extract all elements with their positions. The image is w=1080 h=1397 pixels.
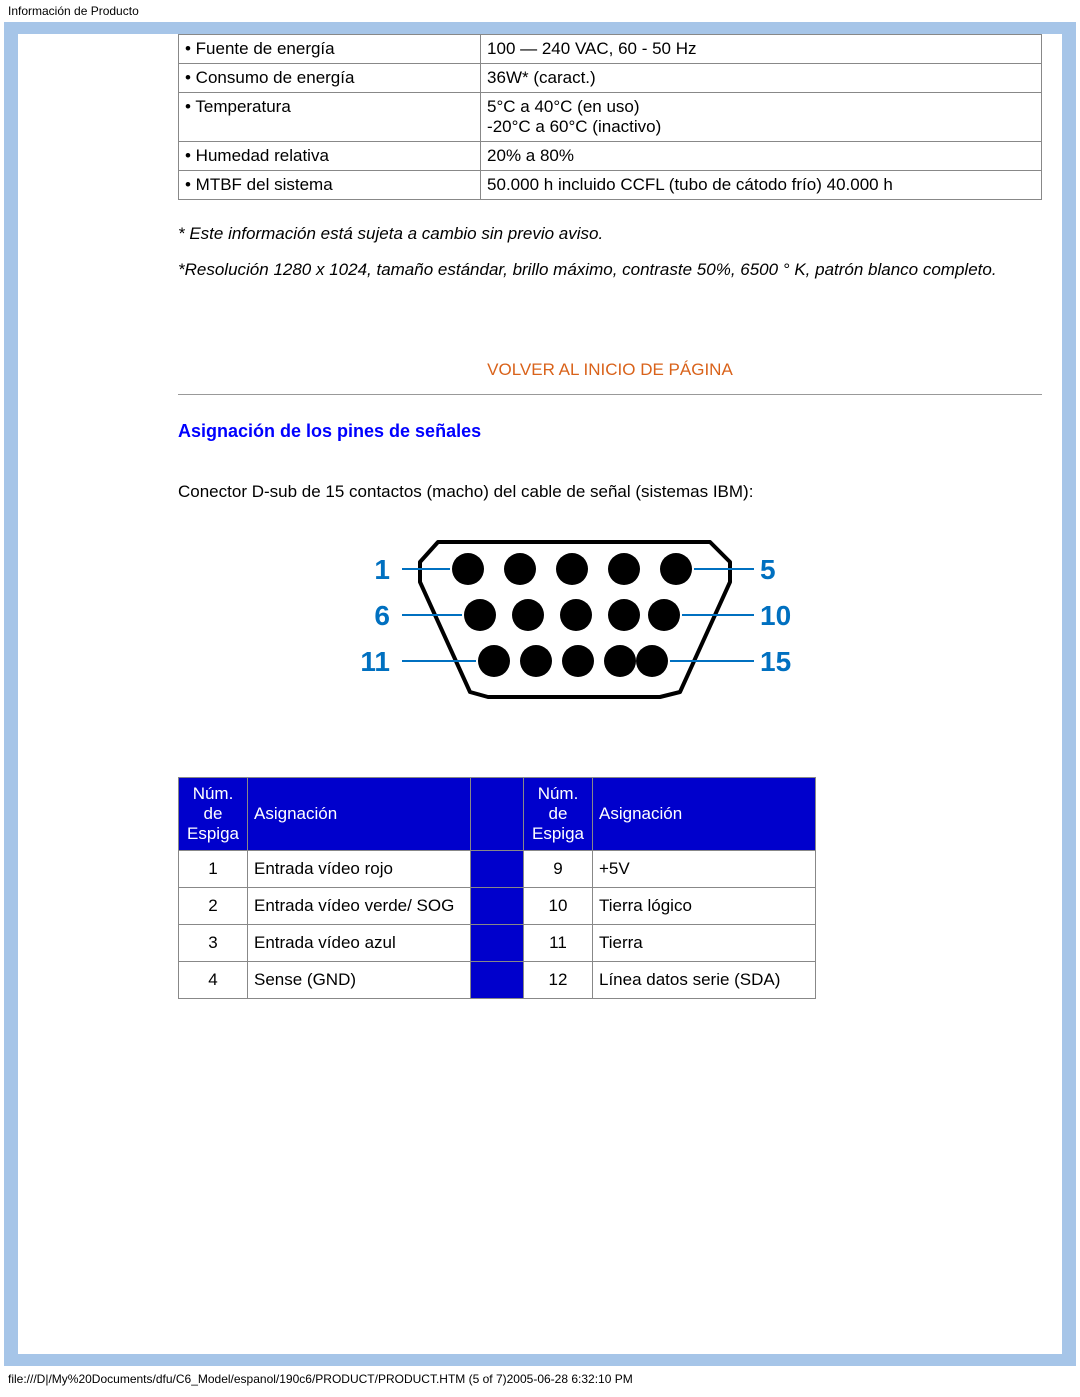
pin-assign: Tierra lógico [593,888,816,925]
note-line-1: * Este información está sujeta a cambio … [178,224,1042,244]
pin-assignment-table: Núm. de Espiga Asignación Núm. de Espiga… [178,777,816,999]
pin-assign: Entrada vídeo azul [248,925,471,962]
svg-text:5: 5 [760,554,776,585]
connector-diagram: 156101115 [178,522,1042,717]
spec-label: • Temperatura [179,93,481,142]
pin-num: 12 [524,962,593,999]
pin-num: 10 [524,888,593,925]
spec-label: • Consumo de energía [179,64,481,93]
spec-value: 36W* (caract.) [481,64,1042,93]
svg-text:10: 10 [760,600,791,631]
page-frame: • Fuente de energía100 — 240 VAC, 60 - 5… [4,22,1076,1366]
pin-num: 9 [524,851,593,888]
pin-assign: Tierra [593,925,816,962]
pin-num: 1 [179,851,248,888]
pin-num: 2 [179,888,248,925]
pin-table-spacer [471,851,524,888]
svg-text:6: 6 [374,600,390,631]
page-header-title: Información de Producto [8,4,139,18]
back-to-top: VOLVER AL INICIO DE PÁGINA [178,360,1042,380]
pin-header-num-right: Núm. de Espiga [524,778,593,851]
svg-text:1: 1 [374,554,390,585]
pin-header-assign-right: Asignación [593,778,816,851]
spec-value: 100 — 240 VAC, 60 - 50 Hz [481,35,1042,64]
pin-table-spacer [471,888,524,925]
footer-path: file:///D|/My%20Documents/dfu/C6_Model/e… [0,1366,1080,1392]
pin-num: 11 [524,925,593,962]
pin-header-assign-left: Asignación [248,778,471,851]
svg-text:11: 11 [360,646,390,677]
pin-assign: Línea datos serie (SDA) [593,962,816,999]
section-title: Asignación de los pines de señales [178,421,1042,442]
pin-num: 3 [179,925,248,962]
spec-label: • Fuente de energía [179,35,481,64]
pin-header-num-left: Núm. de Espiga [179,778,248,851]
svg-text:15: 15 [760,646,791,677]
spec-table: • Fuente de energía100 — 240 VAC, 60 - 5… [178,34,1042,200]
spec-label: • MTBF del sistema [179,171,481,200]
spec-value: 50.000 h incluido CCFL (tubo de cátodo f… [481,171,1042,200]
note-line-2: *Resolución 1280 x 1024, tamaño estándar… [178,260,1042,280]
section-divider [178,394,1042,395]
content-panel: • Fuente de energía100 — 240 VAC, 60 - 5… [18,34,1062,1354]
pin-num: 4 [179,962,248,999]
pin-assign: Sense (GND) [248,962,471,999]
pin-assign: Entrada vídeo verde/ SOG [248,888,471,925]
pin-table-spacer-header [471,778,524,851]
notes-block: * Este información está sujeta a cambio … [178,224,1042,280]
pin-table-spacer [471,925,524,962]
pin-assign: +5V [593,851,816,888]
page-header: Información de Producto [0,0,1080,22]
connector-description: Conector D-sub de 15 contactos (macho) d… [178,482,1042,502]
spec-label: • Humedad relativa [179,142,481,171]
spec-value: 20% a 80% [481,142,1042,171]
back-to-top-link[interactable]: VOLVER AL INICIO DE PÁGINA [487,360,733,379]
pin-assign: Entrada vídeo rojo [248,851,471,888]
spec-value: 5°C a 40°C (en uso) -20°C a 60°C (inacti… [481,93,1042,142]
pin-table-spacer [471,962,524,999]
